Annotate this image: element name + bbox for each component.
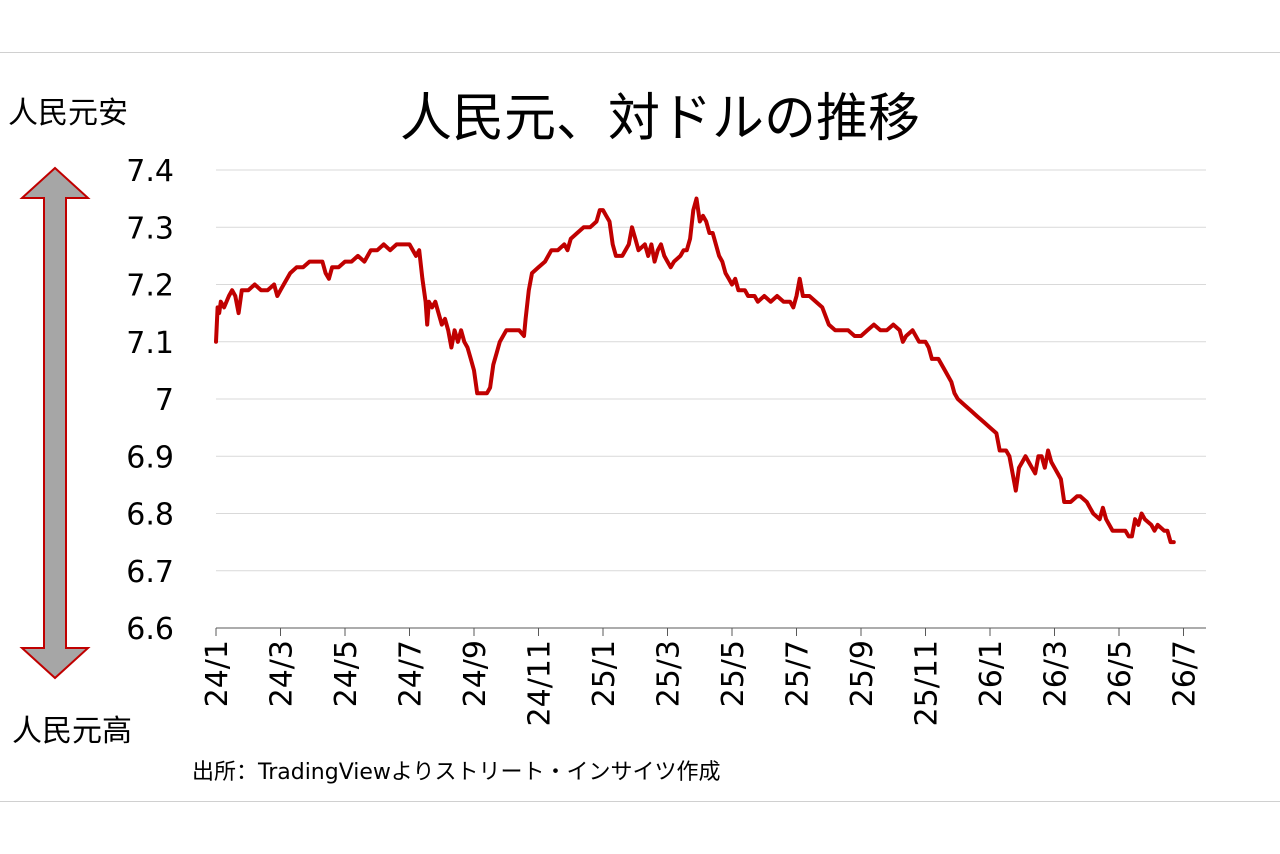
x-tick-label: 26/1 (974, 640, 1009, 707)
label-yuan-weak: 人民元安 (8, 96, 128, 131)
series-line (214, 196, 1176, 545)
x-tick-label: 25/11 (910, 640, 945, 726)
y-axis-ticks: 7.4 7.3 7.2 7.1 7 6.9 6.8 6.7 6.6 (126, 154, 174, 647)
x-tick-label: 25/5 (716, 640, 751, 707)
x-tick-label: 24/7 (394, 640, 429, 707)
x-tick-label: 24/3 (265, 640, 300, 707)
y-tick-label: 7.4 (126, 154, 174, 189)
x-tick-label: 26/7 (1168, 640, 1203, 707)
x-tick-label: 26/3 (1039, 640, 1074, 707)
y-tick-label: 7 (155, 383, 174, 418)
y-tick-label: 6.7 (126, 555, 174, 590)
x-tick-label: 25/1 (587, 640, 622, 707)
x-tick-label: 24/11 (523, 640, 558, 726)
y-tick-label: 7.3 (126, 211, 174, 246)
double-arrow-icon (19, 166, 91, 680)
gridlines (216, 169, 1206, 629)
series-group (214, 196, 1176, 545)
chart-title: 人民元、対ドルの推移 (399, 89, 920, 149)
chart-frame (0, 52, 1280, 802)
x-tick-label: 26/5 (1103, 640, 1138, 707)
y-tick-label: 7.2 (126, 269, 174, 304)
source-note: 出所：TradingViewよりストリート・インサイツ作成 (192, 760, 721, 785)
x-tick-label: 25/7 (781, 640, 816, 707)
x-tick-label: 25/3 (652, 640, 687, 707)
y-tick-label: 6.9 (126, 440, 174, 475)
label-yuan-strong: 人民元高 (12, 714, 132, 749)
y-tick-label: 7.1 (126, 326, 174, 361)
x-tick-label: 25/9 (845, 640, 880, 707)
x-tick-label: 24/9 (458, 640, 493, 707)
x-tick-label: 24/1 (200, 640, 235, 707)
x-tick-label: 24/5 (329, 640, 364, 707)
x-axis: 24/1 24/3 24/5 24/7 24/9 24/11 25/1 25/3 25/5 25/… (200, 627, 1206, 726)
y-tick-label: 6.8 (126, 498, 174, 533)
y-tick-label: 6.6 (126, 612, 174, 647)
